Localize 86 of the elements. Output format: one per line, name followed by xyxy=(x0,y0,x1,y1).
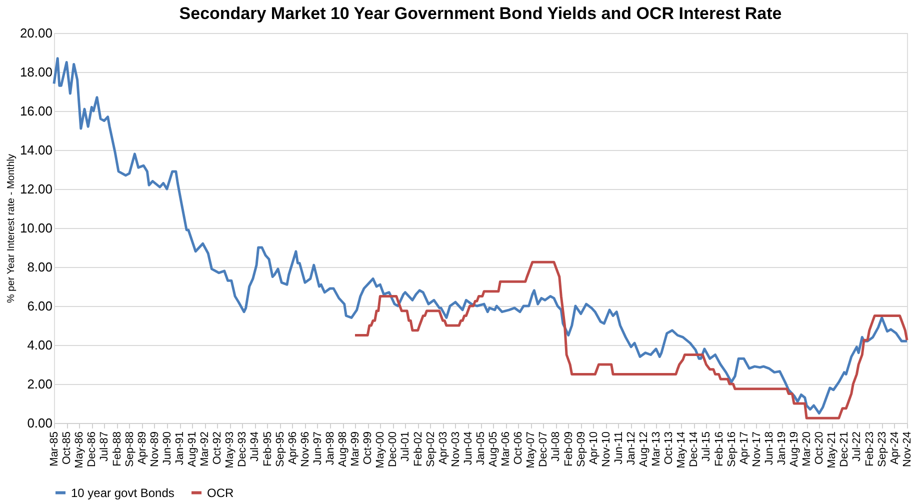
x-tick-label: Sep-09 xyxy=(575,432,588,467)
y-tick-label: 10.00 xyxy=(20,220,52,236)
x-tick-label: Nov-03 xyxy=(450,432,462,467)
x-tick-label: Mar-92 xyxy=(199,432,212,466)
y-tick-label: 4.00 xyxy=(27,338,52,352)
x-tick-label: Sep-95 xyxy=(274,432,286,467)
x-tick-label: Jan-05 xyxy=(475,432,488,466)
x-tick-label: Feb-09 xyxy=(562,432,575,466)
y-tick-label: 8.00 xyxy=(27,260,52,274)
x-tick-label: Mar-06 xyxy=(500,432,512,466)
y-tick-label: 20.00 xyxy=(20,26,52,40)
x-tick-label: Dec-86 xyxy=(86,432,98,467)
x-tick-label: Jan-12 xyxy=(626,432,638,466)
x-tick-label: Jun-04 xyxy=(462,432,474,466)
y-tick-label: 14.00 xyxy=(20,142,52,158)
x-tick-label: Jan-98 xyxy=(324,432,337,466)
x-tick-label: Apr-96 xyxy=(286,432,299,465)
x-tick-label: Jun-18 xyxy=(763,432,776,466)
line-series xyxy=(354,260,908,420)
x-tick-label: Sep-02 xyxy=(424,432,437,467)
x-tick-label: May-86 xyxy=(74,432,86,468)
x-tick-label: Dec-21 xyxy=(838,432,851,467)
x-tick-label: Aug-98 xyxy=(337,432,350,467)
y-tick-label: 6.00 xyxy=(27,298,52,314)
x-tick-label: Dec-00 xyxy=(387,432,400,467)
x-tick-label: Aug-91 xyxy=(186,432,198,467)
x-tick-label: Jun-97 xyxy=(312,432,324,466)
x-tick-label: Dec-14 xyxy=(688,432,700,467)
x-tick-label: Nov-10 xyxy=(600,432,612,467)
x-tick-label: Nov-89 xyxy=(148,432,161,467)
x-tick-label: May-14 xyxy=(676,432,688,468)
x-tick-label: Sep-88 xyxy=(124,432,136,467)
x-tick-label: Sep-23 xyxy=(876,432,888,467)
y-tick-label: 16.00 xyxy=(20,104,52,118)
x-tick-label: Jul-22 xyxy=(851,432,864,462)
x-tick-label: Jul-87 xyxy=(98,432,111,462)
y-tick-label: 0.00 xyxy=(27,416,52,430)
x-tick-label: Feb-95 xyxy=(262,432,274,466)
x-tick-label: May-07 xyxy=(525,432,538,468)
x-tick-label: Feb-88 xyxy=(111,432,124,466)
x-tick-label: Dec-07 xyxy=(538,432,550,467)
legend-label: 10 year govt Bonds xyxy=(71,486,174,500)
x-tick-label: Aug-05 xyxy=(488,432,500,467)
x-tick-label: Nov-24 xyxy=(902,432,914,467)
legend-label: OCR xyxy=(207,486,234,500)
x-tick-label: Oct-06 xyxy=(512,432,525,465)
x-tick-label: Aug-12 xyxy=(638,432,650,467)
x-tick-label: Mar-20 xyxy=(801,432,814,466)
x-tick-label: Oct-99 xyxy=(362,432,374,465)
x-tick-label: Feb-23 xyxy=(864,432,876,466)
x-tick-label: Feb-16 xyxy=(713,432,726,466)
x-tick-label: Mar-85 xyxy=(48,432,60,466)
y-tick-label: 18.00 xyxy=(20,64,52,80)
y-tick-label: 12.00 xyxy=(20,182,52,196)
x-tick-label: Jul-01 xyxy=(400,432,412,462)
x-tick-label: Apr-10 xyxy=(588,432,600,465)
x-tick-label: Aug-19 xyxy=(788,432,801,467)
chart-title: Secondary Market 10 Year Government Bond Yields and OCR Interest Rate xyxy=(179,4,782,23)
x-tick-label: Nov-96 xyxy=(299,432,312,467)
x-tick-label: Jul-94 xyxy=(249,432,262,462)
x-tick-label: Mar-13 xyxy=(650,432,663,466)
x-tick-label: May-00 xyxy=(374,432,387,468)
x-tick-label: Nov-17 xyxy=(750,432,763,467)
x-tick-label: Sep-16 xyxy=(726,432,738,467)
x-tick-label: May-93 xyxy=(224,432,236,468)
x-tick-label: Jul-08 xyxy=(550,432,562,462)
x-tick-label: Apr-03 xyxy=(437,432,450,465)
x-tick-label: Oct-85 xyxy=(61,432,74,465)
x-tick-label: Jul-15 xyxy=(700,432,713,462)
x-tick-label: Jun-11 xyxy=(612,432,625,464)
x-tick-label: Apr-24 xyxy=(888,432,901,465)
line-series xyxy=(52,57,908,414)
x-tick-label: May-21 xyxy=(826,432,838,468)
x-tick-label: Oct-20 xyxy=(814,432,826,465)
x-tick-label: Apr-17 xyxy=(738,432,750,465)
y-axis-title: % per Year Interest rate - Monthly xyxy=(6,154,17,303)
x-tick-label: Jun-90 xyxy=(161,432,174,466)
x-tick-label: Apr-89 xyxy=(136,432,148,465)
y-tick-label: 2.00 xyxy=(27,376,52,392)
x-tick-label: Oct-13 xyxy=(663,432,676,465)
x-tick-label: Jan-19 xyxy=(776,432,788,466)
x-tick-label: Dec-93 xyxy=(236,432,249,467)
x-tick-label: Jan-91 xyxy=(174,432,186,466)
x-tick-label: Mar-99 xyxy=(349,432,362,466)
x-tick-label: Feb-02 xyxy=(412,432,424,466)
x-tick-label: Oct-92 xyxy=(212,432,224,465)
